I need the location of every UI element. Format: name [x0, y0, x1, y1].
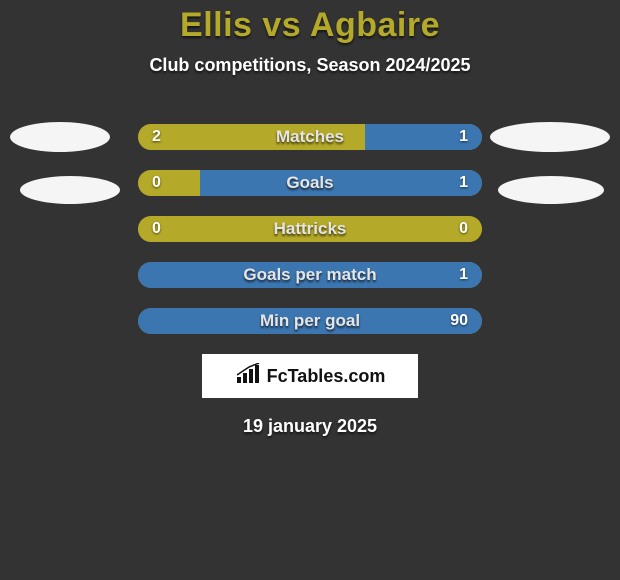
stat-bar-track: Hattricks 0 0: [138, 216, 482, 242]
stat-value-right: 90: [450, 312, 468, 330]
page-title: Ellis vs Agbaire: [0, 0, 620, 45]
bar-chart-icon: [235, 363, 261, 390]
stat-value-left: 2: [152, 128, 161, 146]
stat-row: Matches 2 1: [0, 124, 620, 150]
stat-label: Min per goal: [260, 311, 360, 331]
stat-row: Goals per match 1: [0, 262, 620, 288]
stat-value-left: 0: [152, 220, 161, 238]
stat-row: Hattricks 0 0: [0, 216, 620, 242]
stat-bar-track: Min per goal 90: [138, 308, 482, 334]
stat-value-right: 1: [459, 174, 468, 192]
stat-row: Goals 0 1: [0, 170, 620, 196]
date-text: 19 january 2025: [0, 416, 620, 437]
stat-row: Min per goal 90: [0, 308, 620, 334]
stat-rows: Matches 2 1 Goals 0 1 Hattricks 0 0 Goals per mat…: [0, 124, 620, 334]
stat-label: Hattricks: [274, 219, 347, 239]
stat-label: Goals per match: [243, 265, 376, 285]
stat-label: Goals: [286, 173, 333, 193]
stat-bar-track: Goals 0 1: [138, 170, 482, 196]
brand-box[interactable]: FcTables.com: [202, 354, 418, 398]
stat-fill-right: [200, 170, 482, 196]
subtitle: Club competitions, Season 2024/2025: [0, 55, 620, 76]
stat-bar-track: Goals per match 1: [138, 262, 482, 288]
stat-value-right: 1: [459, 266, 468, 284]
stat-bar-track: Matches 2 1: [138, 124, 482, 150]
stat-value-right: 1: [459, 128, 468, 146]
brand-text: FcTables.com: [267, 366, 386, 387]
stat-value-left: 0: [152, 174, 161, 192]
stat-label: Matches: [276, 127, 344, 147]
comparison-card: Ellis vs Agbaire Club competitions, Seas…: [0, 0, 620, 580]
stat-value-right: 0: [459, 220, 468, 238]
stat-fill-left: [138, 170, 200, 196]
